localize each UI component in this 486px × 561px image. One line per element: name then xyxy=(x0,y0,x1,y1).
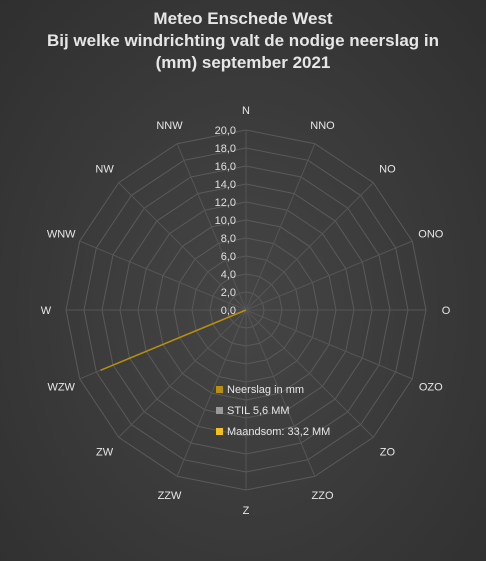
radial-tick-label: 12,0 xyxy=(215,197,236,209)
grid-spoke xyxy=(176,143,247,311)
radial-tick-label: 0,0 xyxy=(221,305,236,317)
category-label: NO xyxy=(379,164,396,176)
category-label: OZO xyxy=(419,382,443,394)
category-label: WZW xyxy=(47,382,75,394)
legend-swatch xyxy=(216,428,223,435)
chart-title: Meteo Enschede West Bij welke windrichti… xyxy=(0,8,486,74)
grid-spoke xyxy=(176,309,247,477)
legend-swatch xyxy=(216,386,223,393)
category-label: NW xyxy=(95,164,114,176)
legend-label: Maandsom: 33,2 MM xyxy=(227,426,330,438)
category-label: NNW xyxy=(156,120,183,132)
legend-swatch xyxy=(216,407,223,414)
radial-tick-label: 10,0 xyxy=(215,215,236,227)
category-label: N xyxy=(242,105,250,117)
category-label: ZO xyxy=(380,446,396,458)
series-area xyxy=(100,309,247,371)
grid-spoke xyxy=(118,182,247,311)
grid-spoke xyxy=(118,309,247,438)
radial-tick-label: 2,0 xyxy=(221,287,236,299)
grid-spoke xyxy=(245,309,374,438)
category-label: WNW xyxy=(47,229,76,241)
category-label: W xyxy=(41,305,52,317)
grid-spoke xyxy=(79,240,247,311)
legend-label: STIL 5,6 MM xyxy=(227,405,290,417)
radial-tick-label: 4,0 xyxy=(221,269,236,281)
grid-spoke xyxy=(245,240,413,311)
grid-spoke xyxy=(245,182,374,311)
category-label: NNO xyxy=(310,120,335,132)
radial-tick-label: 16,0 xyxy=(215,161,236,173)
radial-tick-label: 14,0 xyxy=(215,179,236,191)
category-label: ZW xyxy=(96,446,114,458)
category-label: ZZW xyxy=(158,490,182,502)
grid-spoke xyxy=(245,143,316,311)
chart-title-line-3: (mm) september 2021 xyxy=(155,53,331,72)
radial-tick-label: 6,0 xyxy=(221,251,236,263)
legend-label: Neerslag in mm xyxy=(227,384,304,396)
category-label: ONO xyxy=(418,229,444,241)
radial-tick-label: 18,0 xyxy=(215,143,236,155)
category-label: O xyxy=(442,305,451,317)
grid-spoke xyxy=(245,309,413,380)
radial-tick-label: 20,0 xyxy=(215,125,236,137)
category-label: ZZO xyxy=(312,490,334,502)
grid-spoke xyxy=(245,309,316,477)
category-label: Z xyxy=(243,505,250,517)
chart-title-line-2: Bij welke windrichting valt de nodige ne… xyxy=(46,31,440,50)
radial-tick-label: 8,0 xyxy=(221,233,236,245)
chart-title-line-1: Meteo Enschede West xyxy=(153,9,333,28)
